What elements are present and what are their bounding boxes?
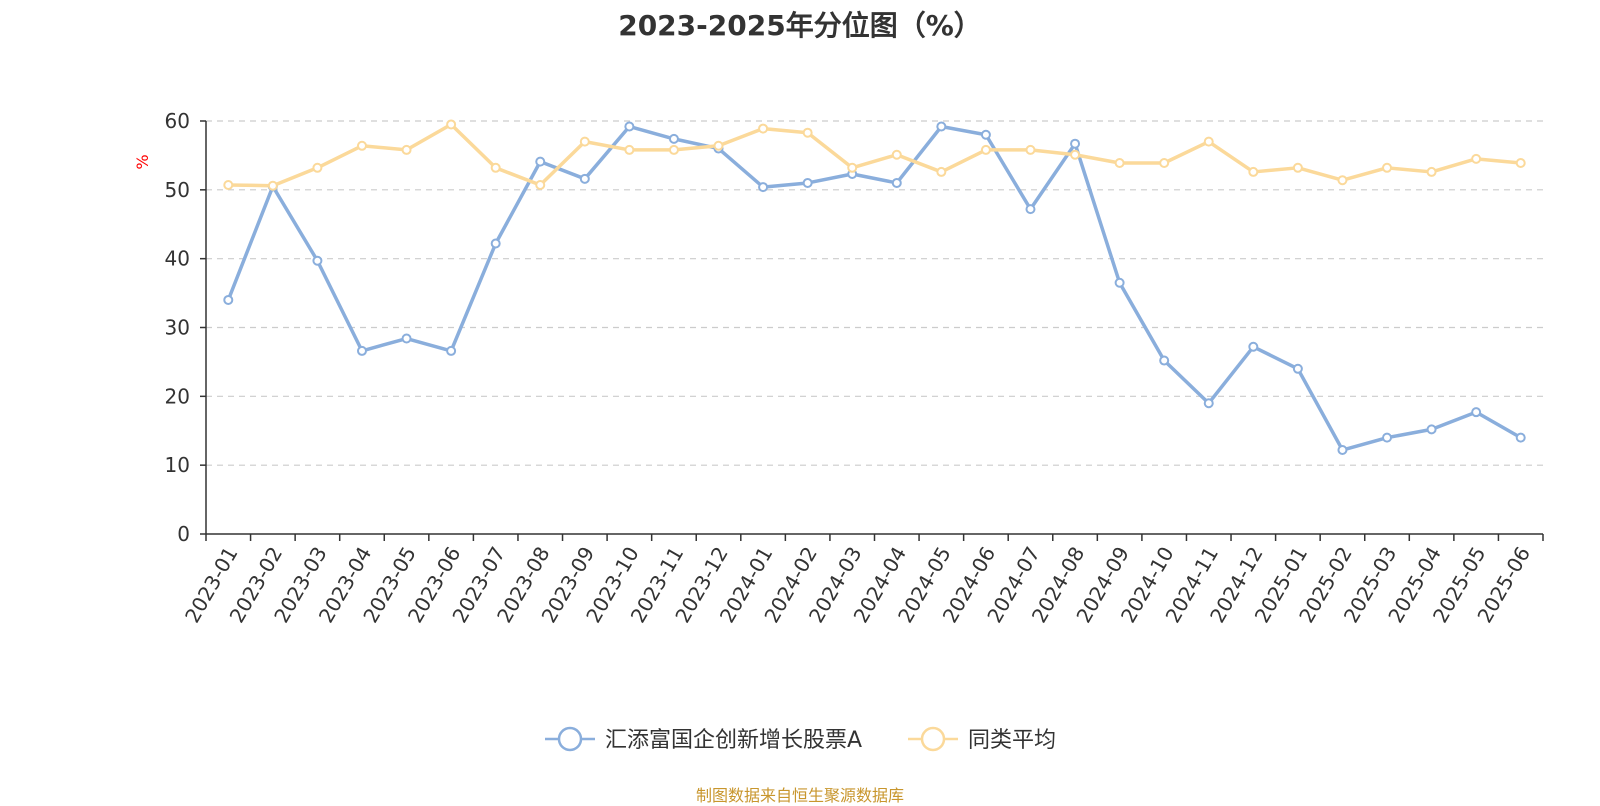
data-point-series-2 — [1471, 153, 1482, 164]
data-point-series-1 — [624, 121, 635, 132]
data-point-series-1 — [1337, 445, 1348, 456]
data-point-series-1 — [223, 294, 234, 305]
data-point-series-1 — [980, 129, 991, 140]
data-point-series-2 — [758, 123, 769, 134]
data-point-series-1 — [1025, 204, 1036, 215]
data-point-series-1 — [802, 177, 813, 188]
data-point-series-2 — [401, 144, 412, 155]
legend-label-2: 同类平均 — [968, 728, 1056, 753]
data-point-series-1 — [1159, 355, 1170, 366]
data-point-series-2 — [579, 136, 590, 147]
legend-marker-2 — [920, 726, 946, 752]
data-point-series-2 — [1248, 166, 1259, 177]
y-tick-label: 60 — [165, 109, 190, 133]
data-point-series-1 — [1070, 138, 1081, 149]
data-point-series-2 — [713, 140, 724, 151]
data-point-series-1 — [579, 173, 590, 184]
data-point-series-2 — [802, 127, 813, 138]
data-point-series-1 — [1426, 424, 1437, 435]
data-point-series-2 — [1515, 157, 1526, 168]
data-point-series-1 — [490, 238, 501, 249]
series-line-2 — [228, 122, 1521, 188]
data-point-series-1 — [1248, 341, 1259, 352]
data-point-series-2 — [446, 119, 457, 130]
data-point-series-2 — [936, 166, 947, 177]
data-point-series-1 — [1292, 363, 1303, 374]
y-tick-label: 0 — [177, 522, 190, 546]
legend-marker-1 — [557, 726, 583, 752]
data-point-series-2 — [1426, 166, 1437, 177]
data-point-series-1 — [312, 255, 323, 266]
data-point-series-2 — [1203, 136, 1214, 147]
data-point-series-2 — [490, 162, 501, 173]
y-tick-label: 10 — [165, 453, 190, 477]
data-point-series-1 — [535, 156, 546, 167]
data-point-series-2 — [267, 180, 278, 191]
y-tick-label: 30 — [165, 316, 190, 340]
data-point-series-2 — [624, 144, 635, 155]
y-tick-label: 40 — [165, 247, 190, 271]
data-point-series-1 — [936, 121, 947, 132]
data-point-series-2 — [1292, 162, 1303, 173]
data-point-series-1 — [1114, 277, 1125, 288]
data-point-series-2 — [980, 144, 991, 155]
data-point-series-1 — [668, 133, 679, 144]
y-tick-label: 50 — [165, 178, 190, 202]
y-tick-label: 20 — [165, 384, 190, 408]
y-axis-label: % — [133, 154, 152, 169]
series-line-1 — [226, 124, 1522, 452]
data-point-series-2 — [1114, 157, 1125, 168]
data-point-series-2 — [668, 144, 679, 155]
data-point-series-1 — [1203, 398, 1214, 409]
data-point-series-2 — [356, 140, 367, 151]
data-point-series-2 — [1070, 149, 1081, 160]
data-point-series-1 — [758, 182, 769, 193]
data-point-series-1 — [1382, 432, 1393, 443]
data-point-series-1 — [401, 333, 412, 344]
data-source-note: 制图数据来自恒生聚源数据库 — [695, 786, 904, 805]
data-point-series-1 — [446, 345, 457, 356]
data-point-series-1 — [1515, 432, 1526, 443]
legend-label-1: 汇添富国企创新增长股票A — [605, 728, 862, 753]
data-point-series-1 — [891, 177, 902, 188]
data-point-series-1 — [356, 345, 367, 356]
data-point-series-2 — [891, 149, 902, 160]
data-point-series-2 — [1337, 175, 1348, 186]
data-point-series-2 — [847, 162, 858, 173]
data-point-series-1 — [1471, 407, 1482, 418]
data-point-series-2 — [1382, 162, 1393, 173]
data-point-series-2 — [1159, 157, 1170, 168]
data-point-series-2 — [312, 162, 323, 173]
data-point-series-2 — [223, 180, 234, 191]
data-point-series-2 — [1025, 144, 1036, 155]
chart-title: 2023-2025年分位图（%） — [618, 9, 982, 42]
data-point-series-2 — [535, 180, 546, 191]
